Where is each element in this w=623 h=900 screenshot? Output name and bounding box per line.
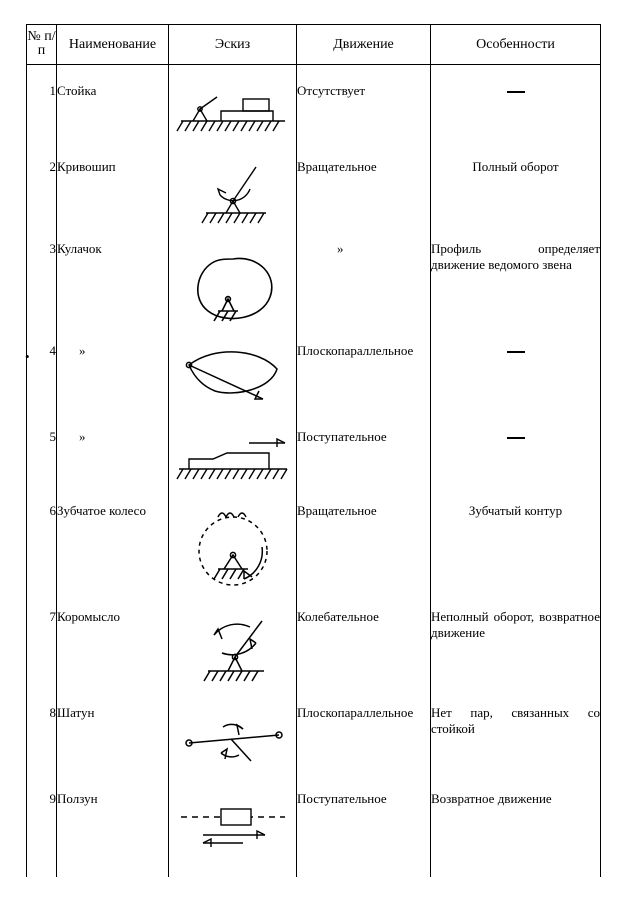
cell-number: 1 bbox=[27, 83, 57, 159]
cell-movement: Плоскопарал­лельное bbox=[297, 343, 431, 429]
table-row: 3 Кулачок » Профиль опреде­ляет дви bbox=[27, 241, 601, 343]
sketch-flat-slider-icon bbox=[173, 429, 293, 487]
cell-movement: » bbox=[297, 241, 431, 343]
cell-name: Кривошип bbox=[57, 159, 169, 241]
cell-features: Неполный обо­рот, возвратное дви­жение bbox=[431, 609, 601, 705]
cell-sketch bbox=[169, 429, 297, 503]
sketch-coupler-curve-icon bbox=[175, 343, 291, 415]
sketch-krivoship-icon bbox=[178, 159, 288, 229]
sketch-kulachok-icon bbox=[178, 241, 288, 331]
ditto-mark: » bbox=[79, 343, 86, 358]
page: № п/п Наименование Эскиз Движение Особен… bbox=[0, 0, 623, 900]
cell-sketch bbox=[169, 791, 297, 877]
cell-name: Стойка bbox=[57, 83, 169, 159]
cell-number: 4 bbox=[27, 343, 57, 429]
cell-sketch bbox=[169, 83, 297, 159]
cell-features bbox=[431, 83, 601, 159]
cell-sketch bbox=[169, 705, 297, 791]
sketch-stoyka-icon bbox=[173, 83, 293, 139]
sketch-koromyslo-icon bbox=[178, 609, 288, 691]
cell-movement: Плоскопарал­лельное bbox=[297, 705, 431, 791]
cell-features: Полный оборот bbox=[431, 159, 601, 241]
cell-movement: Вращательное bbox=[297, 503, 431, 609]
cell-movement: Вращательное bbox=[297, 159, 431, 241]
col-header-number: № п/п bbox=[27, 25, 57, 65]
cell-features: Нет пар, связан­ных со стойкой bbox=[431, 705, 601, 791]
cell-sketch bbox=[169, 241, 297, 343]
header-gap-row bbox=[27, 65, 601, 83]
dash-icon bbox=[507, 91, 525, 93]
cell-sketch bbox=[169, 609, 297, 705]
cell-name: Шатун bbox=[57, 705, 169, 791]
col-header-name: Наименование bbox=[57, 25, 169, 65]
cell-sketch bbox=[169, 343, 297, 429]
cell-name: Коромысло bbox=[57, 609, 169, 705]
sketch-gear-icon bbox=[178, 503, 288, 597]
sketch-shatun-icon bbox=[173, 705, 293, 775]
cell-sketch bbox=[169, 503, 297, 609]
cell-sketch bbox=[169, 159, 297, 241]
ditto-mark: » bbox=[79, 429, 86, 444]
table-row: 7 Коромысло bbox=[27, 609, 601, 705]
table-row: 5 » bbox=[27, 429, 601, 503]
dash-icon bbox=[507, 437, 525, 439]
table-row: 6 Зубчатое ко­лесо bbox=[27, 503, 601, 609]
table-header: № п/п Наименование Эскиз Движение Особен… bbox=[27, 25, 601, 65]
cell-name: Ползун bbox=[57, 791, 169, 877]
cell-features: Зубчатый контур bbox=[431, 503, 601, 609]
col-header-features: Особенности bbox=[431, 25, 601, 65]
dash-icon bbox=[507, 351, 525, 353]
cell-movement: Отсутствует bbox=[297, 83, 431, 159]
cell-movement: Поступательное bbox=[297, 791, 431, 877]
cell-number: 6 bbox=[27, 503, 57, 609]
cell-number: 7 bbox=[27, 609, 57, 705]
table-row: 8 Шатун Плоскопар bbox=[27, 705, 601, 791]
cell-features bbox=[431, 429, 601, 503]
sketch-polzun-icon bbox=[173, 791, 293, 857]
cell-name: » bbox=[57, 429, 169, 503]
ditto-mark: » bbox=[337, 241, 344, 256]
col-header-sketch: Эскиз bbox=[169, 25, 297, 65]
col-header-number-label: № п/п bbox=[27, 30, 56, 58]
mechanism-links-table: № п/п Наименование Эскиз Движение Особен… bbox=[26, 24, 601, 877]
table-row: 2 Кривошип bbox=[27, 159, 601, 241]
table-row: 9 Ползун Поступательное Возвратное дв bbox=[27, 791, 601, 877]
cell-movement: Колебательное bbox=[297, 609, 431, 705]
cell-number: 3 bbox=[27, 241, 57, 343]
cell-features bbox=[431, 343, 601, 429]
cell-number: 5 bbox=[27, 429, 57, 503]
col-header-movement: Движение bbox=[297, 25, 431, 65]
table-body: 1 Стойка bbox=[27, 65, 601, 877]
table-row: 4 » Плоскопарал­лельное bbox=[27, 343, 601, 429]
cell-number: 9 bbox=[27, 791, 57, 877]
cell-features: Профиль опреде­ляет движение ве­домого з… bbox=[431, 241, 601, 343]
cell-features: Возвратное дви­жение bbox=[431, 791, 601, 877]
table-row: 1 Стойка bbox=[27, 83, 601, 159]
cell-movement: Поступательное bbox=[297, 429, 431, 503]
cell-number: 8 bbox=[27, 705, 57, 791]
cell-number: 2 bbox=[27, 159, 57, 241]
cell-name: Кулачок bbox=[57, 241, 169, 343]
cell-name: Зубчатое ко­лесо bbox=[57, 503, 169, 609]
cell-name: » bbox=[57, 343, 169, 429]
